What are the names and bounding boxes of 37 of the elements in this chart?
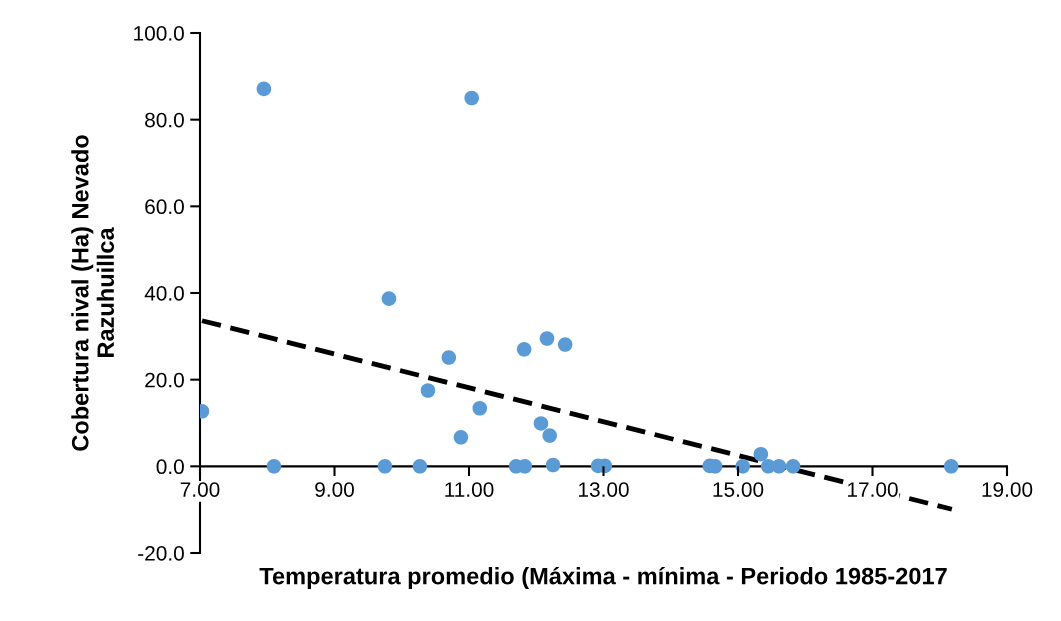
point bbox=[785, 459, 801, 474]
point bbox=[472, 400, 488, 416]
point bbox=[539, 331, 555, 346]
x-axis-title: Temperatura promedio (Máxima - mínima - Periodo 1985-2017 bbox=[259, 566, 947, 590]
point bbox=[381, 291, 397, 306]
point bbox=[533, 416, 549, 431]
x-tick-label: 13.00 bbox=[579, 482, 629, 497]
y-tick-label: 20.0 bbox=[145, 372, 184, 388]
x-tick-label: 17.00 bbox=[848, 482, 898, 497]
x-tick-label: 15.00 bbox=[713, 482, 764, 497]
point bbox=[377, 459, 393, 474]
y-axis-title: Cobertura nival (Ha) Nevado Razuhuillca bbox=[71, 135, 115, 451]
point bbox=[771, 459, 787, 474]
point bbox=[256, 81, 272, 97]
y-tick-label: -20.0 bbox=[138, 546, 184, 561]
x-tick-label: 7.00 bbox=[180, 482, 220, 497]
x-tick-label: 9.00 bbox=[315, 482, 354, 497]
y-tick-label: 80.0 bbox=[145, 112, 184, 128]
point bbox=[735, 459, 750, 474]
y-tick-label: 100.0 bbox=[134, 26, 184, 41]
point bbox=[441, 350, 457, 365]
x-tick-label: 19.00 bbox=[982, 482, 1033, 497]
y-tick-label: 60.0 bbox=[145, 199, 184, 215]
y-tick-label: 0.0 bbox=[156, 459, 184, 475]
point bbox=[516, 342, 532, 357]
point bbox=[453, 430, 469, 445]
point bbox=[753, 446, 769, 462]
point bbox=[542, 428, 557, 443]
point bbox=[545, 457, 561, 473]
point bbox=[943, 459, 959, 474]
point bbox=[266, 459, 282, 474]
y-tick-label: 40.0 bbox=[144, 286, 184, 301]
point bbox=[412, 459, 428, 474]
point bbox=[557, 337, 573, 352]
x-tick-label: 11.00 bbox=[445, 482, 494, 497]
point bbox=[420, 383, 436, 398]
point bbox=[464, 90, 479, 106]
